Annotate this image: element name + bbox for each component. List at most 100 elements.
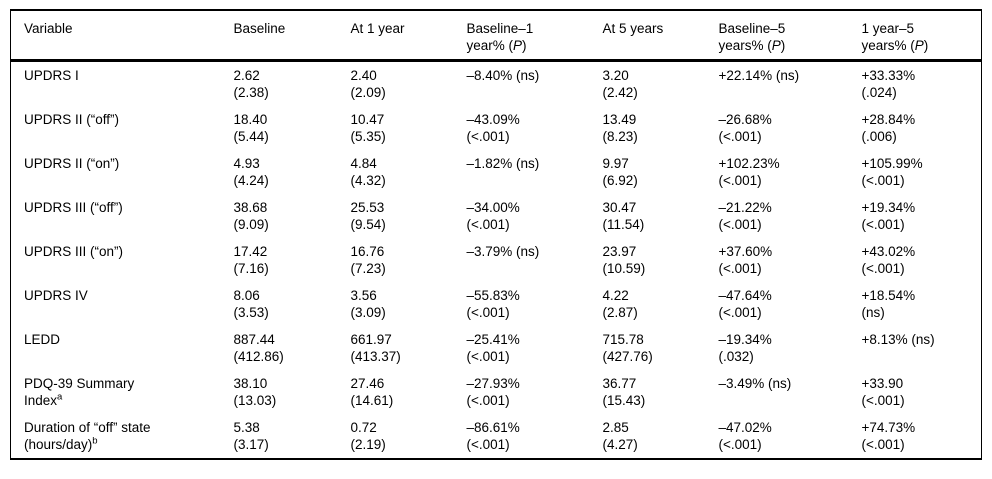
p-value-symbol: P	[914, 38, 924, 53]
cell-value-line: (3.53)	[233, 305, 269, 320]
cell-value-line: –27.93%	[466, 376, 520, 391]
header-label-line1: 1 year–5	[861, 21, 915, 36]
table-cell: +102.23% (<.001)	[719, 150, 862, 194]
cell-value-line: –25.41%	[466, 332, 520, 347]
cell-value-line: +37.60%	[718, 244, 773, 259]
cell-value-line: 887.44	[233, 332, 275, 347]
table-row: UPDRS III (“off”) 38.68 (9.09) 25.53 (9.54) –…	[11, 194, 982, 238]
table-cell: +105.99% (<.001)	[862, 150, 982, 194]
table-cell: +28.84% (.006)	[862, 106, 982, 150]
row-label-line: LEDD	[24, 332, 61, 347]
table-cell: 2.62 (2.38)	[234, 61, 351, 107]
cell-value-line: 23.97	[602, 244, 637, 259]
row-label: UPDRS II (“on”)	[11, 150, 234, 194]
table-cell: –34.00% (<.001)	[467, 194, 603, 238]
cell-value-line: 9.97	[602, 156, 629, 171]
cell-value-line: (<.001)	[718, 437, 762, 452]
table-cell: 18.40 (5.44)	[234, 106, 351, 150]
cell-value-line: (4.27)	[602, 437, 638, 452]
table-cell: –8.40% (ns)	[467, 61, 603, 107]
cell-value-line: (<.001)	[861, 261, 905, 276]
cell-value-line: (2.38)	[233, 85, 269, 100]
results-table-container: Variable Baseline At 1 year Baseline–1 y…	[10, 9, 982, 460]
cell-value-line: +43.02%	[861, 244, 916, 259]
cell-value-line: (7.16)	[233, 261, 269, 276]
table-row: UPDRS II (“off”) 18.40 (5.44) 10.47 (5.35) –4…	[11, 106, 982, 150]
column-header-baseline-1-year: Baseline–1 year% (P)	[466, 10, 603, 62]
table-cell: 4.84 (4.32)	[351, 150, 467, 194]
cell-value-line: –86.61%	[466, 420, 520, 435]
header-label: Variable	[24, 21, 73, 36]
row-label: LEDD	[11, 326, 234, 370]
cell-value-line: (<.001)	[466, 305, 510, 320]
table-cell: +43.02% (<.001)	[862, 238, 982, 282]
table-cell: 23.97 (10.59)	[603, 238, 719, 282]
table-cell: +33.33% (.024)	[862, 61, 982, 107]
cell-value-line: 10.47	[350, 112, 385, 127]
cell-value-line: +19.34%	[861, 200, 916, 215]
cell-value-line: (.006)	[861, 129, 897, 144]
table-cell: 16.76 (7.23)	[351, 238, 467, 282]
cell-value-line: 36.77	[602, 376, 637, 391]
row-label: UPDRS III (“on”)	[11, 238, 234, 282]
cell-value-line: 3.20	[602, 68, 629, 83]
cell-value-line: (<.001)	[466, 393, 510, 408]
header-label-line2: years% (P)	[861, 38, 929, 53]
cell-value-line: –1.82% (ns)	[466, 156, 540, 171]
table-cell: –47.02% (<.001)	[719, 414, 862, 459]
cell-value-line: 661.97	[350, 332, 392, 347]
cell-value-line: (9.54)	[350, 217, 386, 232]
cell-value-line: (.024)	[861, 85, 897, 100]
cell-value-line: (<.001)	[861, 217, 905, 232]
cell-value-line: +33.33%	[861, 68, 916, 83]
table-cell: +22.14% (ns)	[719, 61, 862, 107]
p-value-symbol: P	[513, 38, 523, 53]
cell-value-line: (<.001)	[466, 217, 510, 232]
row-label-line: Duration of “off” state	[24, 420, 151, 435]
cell-value-line: (5.44)	[233, 129, 269, 144]
table-cell: 4.22 (2.87)	[603, 282, 719, 326]
cell-value-line: (<.001)	[466, 437, 510, 452]
table-row: Duration of “off” state (hours/day)b 5.38(…	[11, 414, 982, 459]
cell-value-line: (13.03)	[233, 393, 277, 408]
cell-value-line: –34.00%	[466, 200, 520, 215]
table-cell: +18.54% (ns)	[862, 282, 982, 326]
cell-value-line: (3.09)	[350, 305, 386, 320]
table-cell: 38.68 (9.09)	[234, 194, 351, 238]
table-row: PDQ-39 Summary Indexa 38.10 (13.03) 27.46 (14…	[11, 370, 982, 414]
table-header: Variable Baseline At 1 year Baseline–1 y…	[10, 10, 982, 62]
cell-value-line: 0.72	[350, 420, 377, 435]
table-cell: –27.93% (<.001)	[467, 370, 603, 414]
cell-value-line: –26.68%	[718, 112, 772, 127]
cell-value-line: –21.22%	[718, 200, 772, 215]
cell-value-line: –47.02%	[718, 420, 772, 435]
table-cell: –3.49% (ns)	[719, 370, 862, 414]
row-label-line: UPDRS II (“off”)	[24, 112, 120, 127]
table-cell: 30.47 (11.54)	[603, 194, 719, 238]
cell-value-line: 715.78	[602, 332, 644, 347]
footnote-marker: b	[92, 435, 98, 447]
cell-value-line: (8.23)	[602, 129, 638, 144]
results-table: Variable Baseline At 1 year Baseline–1 y…	[10, 9, 982, 460]
cell-value-line: 4.93	[233, 156, 260, 171]
table-row: UPDRS I 2.62 (2.38) 2.40 (2.09) –8.40% (ns) 3.…	[11, 61, 982, 107]
table-cell: +74.73% (<.001)	[862, 414, 982, 459]
table-cell: 661.97 (413.37)	[351, 326, 467, 370]
table-cell: 17.42 (7.16)	[234, 238, 351, 282]
cell-value-line: 13.49	[602, 112, 637, 127]
cell-value-line: 4.22	[602, 288, 629, 303]
table-cell: 3.20 (2.42)	[603, 61, 719, 107]
table-cell: 715.78 (427.76)	[603, 326, 719, 370]
table-cell: 0.72 (2.19)	[351, 414, 467, 459]
cell-value-line: 2.40	[350, 68, 377, 83]
cell-value-line: –3.79% (ns)	[466, 244, 540, 259]
cell-value-line: –8.40% (ns)	[466, 68, 540, 83]
row-label: UPDRS I	[11, 61, 234, 107]
row-label: UPDRS III (“off”)	[11, 194, 234, 238]
row-label: UPDRS IV	[11, 282, 234, 326]
header-label-line1: Baseline–1	[466, 21, 534, 36]
cell-value-line: (.032)	[718, 349, 754, 364]
cell-value-line: +28.84%	[861, 112, 916, 127]
cell-value-line: +105.99%	[861, 156, 923, 171]
row-label-line: UPDRS III (“on”)	[24, 244, 124, 259]
